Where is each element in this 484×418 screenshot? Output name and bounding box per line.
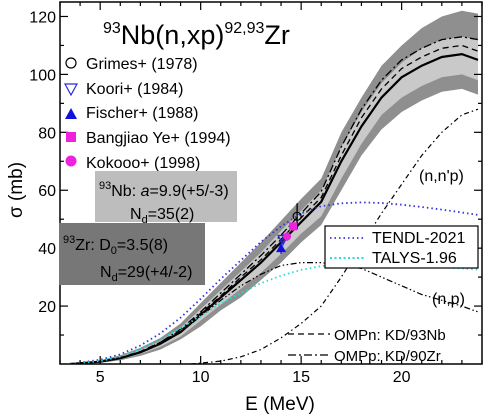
annotation-np: (n,p) xyxy=(432,291,465,308)
data-point-open-circle xyxy=(292,211,302,221)
legend-open-circle-marker xyxy=(65,57,77,69)
x-axis-label: E (MeV) xyxy=(245,394,315,415)
zr-box-mass: 93 xyxy=(63,234,75,246)
nb-box-nd-sub: d xyxy=(142,214,148,226)
x-tick-label: 10 xyxy=(192,369,210,386)
annotation-nnp: (n,n'p) xyxy=(419,168,464,185)
zr-parameter-box: 93Zr: D0=3.5(8) Nd=29(+4/-2) xyxy=(59,223,205,285)
nb-box-line1: 93Nb: a=9.9(+5/-3) xyxy=(99,180,229,200)
curve-tendl xyxy=(69,201,479,364)
legend-open-triangle-down-marker xyxy=(63,83,79,97)
legend-label-fischer: Fischer+ (1988) xyxy=(86,105,199,122)
y-tick-label: 120 xyxy=(29,9,56,26)
y-axis-label: σ (mb) xyxy=(6,162,27,218)
nb-box-symbol: Nb: xyxy=(111,183,140,200)
title-mass-number: 93 xyxy=(103,20,121,37)
nb-box-nd-label: N xyxy=(130,206,142,223)
legend-filled-square-marker xyxy=(66,132,76,142)
y-tick-label: 80 xyxy=(38,125,56,142)
library-legend-frame xyxy=(324,225,479,269)
curve-omp_p xyxy=(69,36,479,364)
y-tick-label: 20 xyxy=(38,299,56,316)
y-tick-label: 100 xyxy=(29,67,56,84)
y-tick-label: 60 xyxy=(38,183,56,200)
zr-box-nd-label: N xyxy=(100,264,112,281)
legend-filled-circle-marker xyxy=(65,155,77,167)
title-reaction: Nb(n,xp) xyxy=(121,20,225,50)
zr-box-line2: Nd=29(+4/-2) xyxy=(100,264,192,284)
nb-box-a-label: a xyxy=(141,183,150,200)
inner-uncertainty-band xyxy=(70,36,478,364)
legend-label-bangjiao: Bangjiao Ye+ (1994) xyxy=(86,130,231,147)
nb-box-background xyxy=(95,171,237,222)
data-point-filled-circle xyxy=(283,232,292,241)
nb-box-a-value: =9.9(+5/-3) xyxy=(150,183,229,200)
uncertainty-bands xyxy=(70,10,478,364)
x-tick-label: 5 xyxy=(96,369,105,386)
omp-legend: OMPn: KD/93Nb OMPp: KD/90Zr xyxy=(288,327,446,365)
experimental-points xyxy=(276,203,302,254)
curve-np xyxy=(69,262,479,364)
chart-title: 93Nb(n,xp)92,93Zr xyxy=(103,20,290,50)
zr-box-symbol: Zr: D xyxy=(75,237,111,254)
title-product: Zr xyxy=(264,20,289,50)
nb-box-nd-value: =35(2) xyxy=(148,206,195,223)
y-tick-label: 40 xyxy=(38,241,56,258)
nb-box-line2: Nd=35(2) xyxy=(130,206,194,226)
legend-label-tendl: TENDL-2021 xyxy=(372,230,465,247)
legend-label-koori: Koori+ (1984) xyxy=(86,81,183,98)
x-axis-ticks: 5 10 15 20 xyxy=(59,2,483,386)
zr-box-d-sub: 0 xyxy=(111,245,117,257)
x-tick-label: 15 xyxy=(292,369,310,386)
title-product-mass: 92,93 xyxy=(224,20,264,37)
library-legend: TENDL-2021 TALYS-1.96 xyxy=(324,225,479,269)
data-point-filled-square xyxy=(289,222,298,231)
legend-label-ompp: OMPp: KD/90Zr xyxy=(334,348,441,365)
nb-parameter-box: 93Nb: a=9.9(+5/-3) Nd=35(2) xyxy=(95,171,237,226)
zr-box-d-value: =3.5(8) xyxy=(117,237,168,254)
legend-label-talys: TALYS-1.96 xyxy=(372,250,457,267)
zr-box-nd-sub: d xyxy=(112,272,118,284)
plot-frame xyxy=(59,1,483,365)
curve-nnp xyxy=(190,108,479,364)
data-point-filled-triangle-up xyxy=(276,243,287,253)
zr-box-background xyxy=(59,223,205,285)
nb-box-mass: 93 xyxy=(99,180,111,192)
x-tick-label: 20 xyxy=(393,369,411,386)
legend-filled-triangle-up-marker xyxy=(65,108,77,119)
zr-box-line1: 93Zr: D0=3.5(8) xyxy=(63,234,168,257)
experiment-legend: Grimes+ (1978) Koori+ (1984) Fischer+ (1… xyxy=(63,56,231,172)
legend-label-ompn: OMPn: KD/93Nb xyxy=(334,327,446,344)
legend-label-kokooo: Kokooo+ (1998) xyxy=(86,155,200,172)
zr-box-nd-value: =29(+4/-2) xyxy=(118,264,193,281)
legend-label-grimes: Grimes+ (1978) xyxy=(86,56,198,73)
curve-omp_n xyxy=(69,44,479,364)
